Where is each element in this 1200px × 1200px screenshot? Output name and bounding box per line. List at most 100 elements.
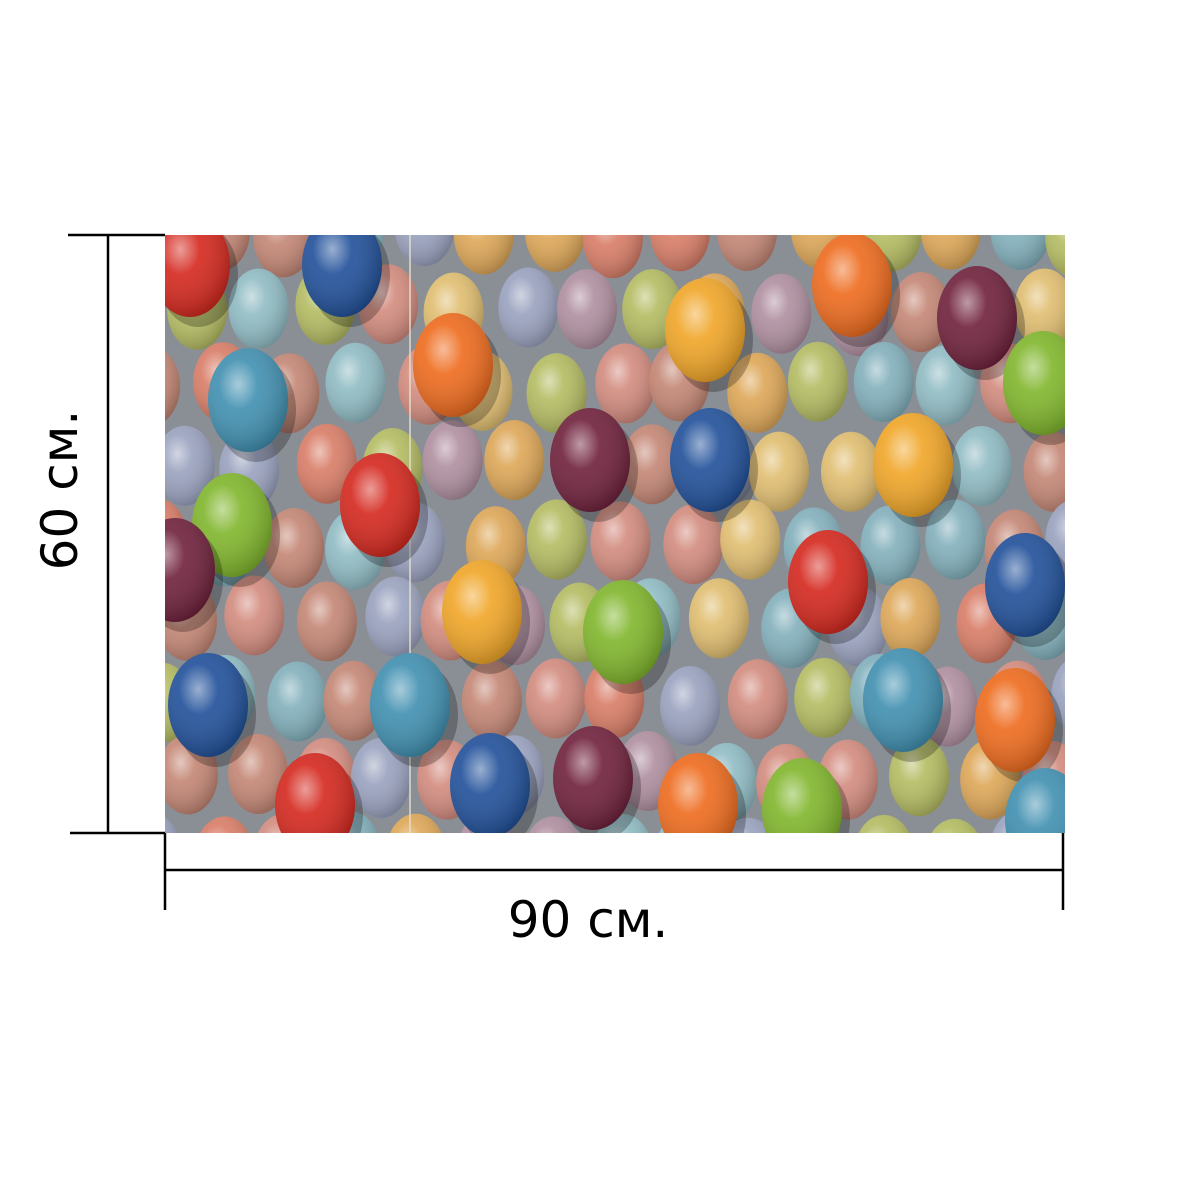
- background-balloon: [717, 235, 777, 271]
- foreground-balloon: [665, 278, 753, 392]
- background-balloon: [990, 235, 1051, 270]
- background-balloon: [165, 817, 178, 833]
- background-balloon: [323, 660, 384, 741]
- background-balloon: [1023, 431, 1065, 512]
- balloon-shine: [889, 736, 950, 817]
- balloon-shine: [296, 423, 357, 504]
- balloon-body: [796, 821, 839, 833]
- balloon-shine: [450, 733, 530, 833]
- balloon-shine: [762, 758, 842, 833]
- balloon-shine: [582, 235, 643, 279]
- balloon-shine: [302, 235, 382, 317]
- balloon-shine: [484, 419, 545, 500]
- balloon-shine: [921, 235, 981, 270]
- background-balloon: [751, 273, 812, 354]
- balloon-shine: [275, 753, 355, 833]
- background-balloon: [880, 577, 941, 658]
- balloon-shine: [525, 235, 585, 272]
- balloon-shine: [200, 816, 249, 833]
- background-balloon: [724, 817, 772, 833]
- balloon-body: [1081, 733, 1141, 813]
- balloon-shine: [165, 235, 230, 317]
- foreground-balloon: [873, 413, 961, 527]
- background-balloon: [525, 658, 586, 739]
- balloon-shine: [794, 657, 855, 738]
- balloon-shine: [880, 577, 941, 658]
- balloon-shine: [873, 413, 953, 517]
- foreground-balloon: [413, 313, 501, 427]
- background-balloon: [582, 235, 643, 279]
- background-balloon: [858, 814, 910, 833]
- background-balloon: [484, 419, 545, 500]
- balloon-shine: [720, 499, 781, 580]
- foreground-balloon: [275, 753, 363, 833]
- balloon-shine: [724, 817, 772, 833]
- balloon-shine: [665, 278, 745, 382]
- background-balloon: [1081, 733, 1141, 813]
- background-balloon: [525, 235, 585, 272]
- balloon-shine: [937, 266, 1017, 370]
- background-balloon: [253, 235, 314, 278]
- balloon-shine: [224, 575, 285, 656]
- foreground-balloon: [165, 518, 223, 632]
- balloon-shine: [228, 734, 289, 815]
- background-balloon: [1051, 661, 1065, 729]
- background-balloon: [794, 657, 855, 738]
- balloon-shine: [370, 653, 450, 757]
- balloon-shine: [951, 425, 1012, 506]
- balloon-shine: [863, 648, 943, 752]
- balloon-shine: [526, 499, 587, 580]
- balloon-shine: [165, 425, 215, 506]
- background-balloon: [556, 269, 617, 350]
- foreground-balloon: [442, 560, 530, 674]
- balloon-shine: [1023, 431, 1065, 512]
- balloon-shine: [208, 348, 288, 452]
- balloon-shine: [670, 408, 750, 512]
- balloon-shine: [748, 431, 809, 512]
- balloon-shine: [853, 341, 914, 422]
- background-balloon: [921, 235, 981, 270]
- background-balloon: [727, 352, 788, 433]
- balloon-shine: [526, 353, 587, 434]
- balloon-shine: [727, 659, 788, 740]
- balloon-shine: [1093, 428, 1153, 508]
- foreground-balloon: [975, 668, 1063, 782]
- balloon-shine: [860, 505, 921, 586]
- balloon-shine: [688, 578, 749, 659]
- background-balloon: [931, 818, 978, 833]
- balloon-shine: [461, 660, 522, 741]
- background-balloon: [890, 271, 951, 352]
- background-balloon: [1014, 268, 1065, 349]
- balloon-shine: [525, 658, 586, 739]
- background-balloon: [1080, 588, 1140, 668]
- background-balloon: [228, 268, 289, 349]
- background-balloon: [727, 659, 788, 740]
- foreground-balloon: [165, 235, 238, 327]
- balloon-shine: [595, 343, 656, 424]
- balloon-shine: [365, 576, 426, 657]
- balloon-shine: [751, 273, 812, 354]
- balloon-shine: [323, 660, 384, 741]
- background-balloon: [660, 665, 721, 746]
- balloon-shine: [1003, 331, 1065, 435]
- background-balloon: [200, 816, 249, 833]
- balloon-shine: [820, 431, 881, 512]
- balloon-shine: [650, 235, 710, 272]
- background-balloon: [889, 736, 950, 817]
- balloon-shine: [590, 501, 651, 582]
- balloon-shine: [660, 665, 721, 746]
- background-balloon: [820, 431, 881, 512]
- balloon-print: [165, 235, 1153, 833]
- background-balloon: [622, 424, 683, 505]
- background-balloon: [224, 575, 285, 656]
- balloon-shine: [390, 813, 442, 833]
- foreground-balloon: [788, 530, 876, 644]
- foreground-balloon: [670, 408, 758, 522]
- balloon-shine: [168, 653, 248, 757]
- balloon-shine: [583, 580, 663, 684]
- background-balloon: [526, 499, 587, 580]
- foreground-balloon: [340, 453, 428, 567]
- background-balloon: [951, 425, 1012, 506]
- background-balloon: [365, 576, 426, 657]
